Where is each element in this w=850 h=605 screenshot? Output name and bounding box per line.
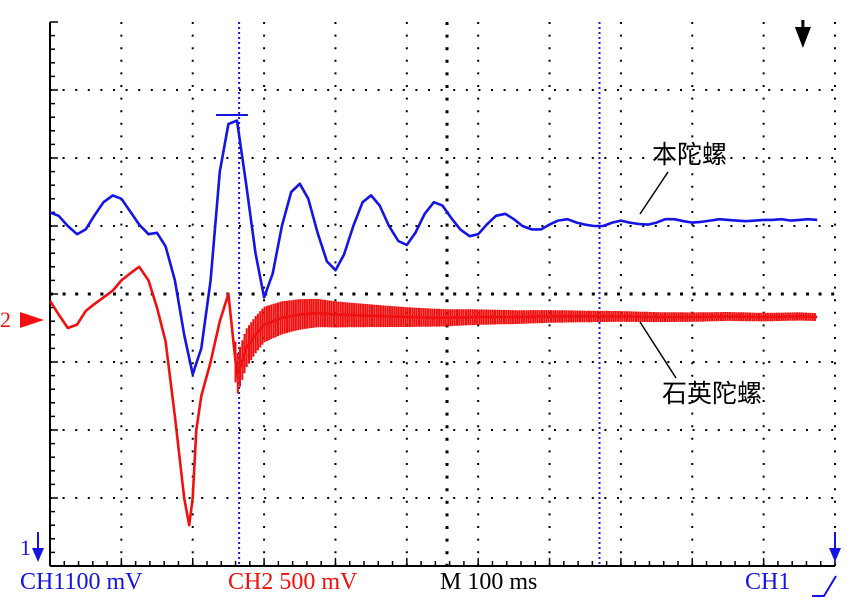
ch2-ground-arrow (20, 312, 44, 328)
ch2-scale-readout: CH2 500 mV (228, 569, 358, 595)
time-cursors (238, 22, 601, 566)
trace-ch1 (49, 119, 818, 376)
leader-line-ch2 (639, 321, 677, 379)
trigger-level-arrow (829, 548, 841, 562)
grid (49, 21, 836, 567)
ch1-ground-arrow (32, 548, 44, 562)
rising-edge-icon (812, 575, 837, 597)
trigger-position-arrow (794, 27, 811, 48)
series-label-ch2: 石英陀螺 (662, 379, 763, 408)
leader-line-ch1 (639, 171, 669, 215)
ch1-scale-readout: CH1100 mV (20, 569, 143, 595)
traces (48, 114, 818, 527)
timebase-readout: M 100 ms (440, 569, 538, 595)
trace-ch2-noise (234, 298, 816, 394)
ch2-ground-marker-number: 2 (0, 307, 11, 332)
series-label-ch1: 本陀螺 (652, 140, 728, 169)
markers (20, 20, 841, 597)
trigger-readout: CH1 (745, 569, 791, 595)
ch1-ground-marker-number: 1 (20, 535, 31, 560)
